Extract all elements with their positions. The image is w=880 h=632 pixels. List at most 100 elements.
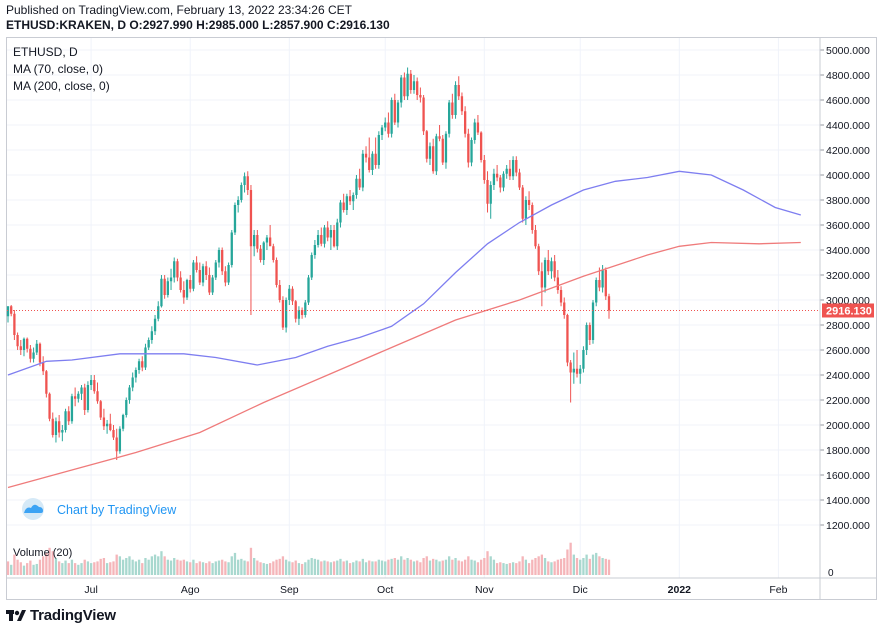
volume-bar — [556, 559, 559, 575]
candle-body — [559, 290, 563, 303]
candle-body — [179, 277, 182, 290]
volume-bar — [284, 559, 288, 575]
volume-bar — [403, 559, 406, 575]
candle-body — [428, 146, 432, 159]
volume-bar — [483, 558, 486, 575]
y-tick-label: 2600.000 — [826, 345, 870, 357]
candle-body — [57, 421, 61, 433]
volume-bar — [537, 556, 540, 575]
volume-bar — [486, 551, 489, 575]
volume-bar — [157, 556, 160, 575]
volume-bar — [125, 558, 128, 575]
volume-bar — [67, 563, 70, 575]
volume-bar — [26, 563, 29, 575]
candlesticks — [6, 67, 611, 460]
candle-body — [80, 387, 83, 394]
candle-body — [396, 102, 400, 123]
volume-bar — [377, 559, 380, 575]
candle-body — [134, 370, 138, 378]
volume-bar — [48, 547, 51, 575]
volume-bar — [387, 559, 390, 575]
volume-bar — [332, 561, 336, 575]
candle-body — [125, 400, 128, 415]
volume-bar — [368, 560, 371, 575]
x-tick-label: Nov — [475, 584, 494, 596]
volume-bar — [169, 560, 173, 575]
volume-bar — [559, 558, 563, 575]
candle-body — [569, 362, 572, 373]
volume-bar — [205, 563, 208, 575]
volume-bar — [374, 561, 377, 575]
volume-bar — [540, 554, 544, 575]
volume-bar — [329, 562, 333, 575]
volume-bar — [511, 562, 515, 575]
candle-body — [29, 348, 32, 359]
candle-body — [176, 261, 179, 278]
volume-bar — [406, 558, 409, 575]
volume-bar — [323, 560, 326, 575]
volume-bar — [201, 562, 205, 575]
candle-body — [259, 248, 262, 260]
candle-body — [201, 266, 205, 283]
volume-bar — [121, 559, 125, 575]
candle-body — [550, 261, 553, 272]
volume-bar — [265, 563, 269, 575]
candle-body — [332, 230, 336, 247]
candle-body — [19, 346, 22, 350]
y-tick-label: 5000.000 — [826, 45, 870, 57]
candle-body — [45, 371, 48, 394]
candle-body — [249, 190, 253, 247]
candle-body — [77, 393, 80, 399]
volume-bar — [435, 559, 438, 575]
candle-body — [316, 235, 320, 245]
chart-frame — [6, 37, 877, 600]
x-tick-label: Jul — [84, 584, 97, 596]
candle-body — [284, 300, 288, 328]
volume-bar — [479, 559, 483, 575]
candle-body — [121, 415, 125, 429]
candle-body — [26, 338, 29, 349]
candle-body — [128, 387, 131, 400]
candle-body — [515, 160, 518, 173]
volume-bar — [61, 563, 64, 575]
candle-body — [543, 260, 547, 288]
y-tick-label: 4200.000 — [826, 145, 870, 157]
y-tick-label: 2800.000 — [826, 320, 870, 332]
candle-body — [256, 235, 259, 249]
candle-body — [102, 417, 106, 427]
footer-logo[interactable]: TradingView — [6, 605, 116, 625]
candle-body — [448, 102, 451, 134]
candle-body — [489, 185, 492, 204]
volume-bar — [588, 558, 591, 575]
candle-body — [476, 122, 480, 133]
volume-zero-label: 0 — [828, 568, 834, 579]
close-value: 2916.130 — [339, 18, 390, 32]
volume-bar — [211, 563, 214, 575]
candle-body — [492, 173, 496, 185]
candle-body — [240, 185, 243, 200]
volume-bar — [604, 558, 607, 575]
volume-bar — [297, 563, 301, 575]
candle-body — [278, 285, 281, 300]
price-axis[interactable]: 1200.000 1400.000 1600.000 1800.000 2000.000… — [819, 38, 870, 599]
candle-body — [438, 136, 441, 139]
y-tick-label: 4000.000 — [826, 170, 870, 182]
candle-body — [470, 140, 473, 163]
candle-body — [182, 290, 185, 298]
volume-bar — [601, 558, 604, 575]
candle-body — [253, 235, 256, 247]
candle-body — [511, 160, 515, 177]
time-axis[interactable]: Jul Ago Sep Oct Nov Dic 2022 Feb — [7, 577, 876, 596]
volume-bar — [300, 563, 304, 575]
volume-bar — [16, 559, 19, 575]
x-tick-label: Oct — [377, 584, 393, 596]
volume-bar — [499, 562, 502, 575]
volume-bar — [457, 560, 460, 575]
footer-logo-text: TradingView — [30, 606, 116, 624]
volume-bar — [358, 561, 361, 575]
candle-body — [173, 261, 176, 278]
candle-body — [422, 97, 425, 132]
candle-body — [109, 423, 112, 430]
candle-body — [371, 153, 374, 170]
